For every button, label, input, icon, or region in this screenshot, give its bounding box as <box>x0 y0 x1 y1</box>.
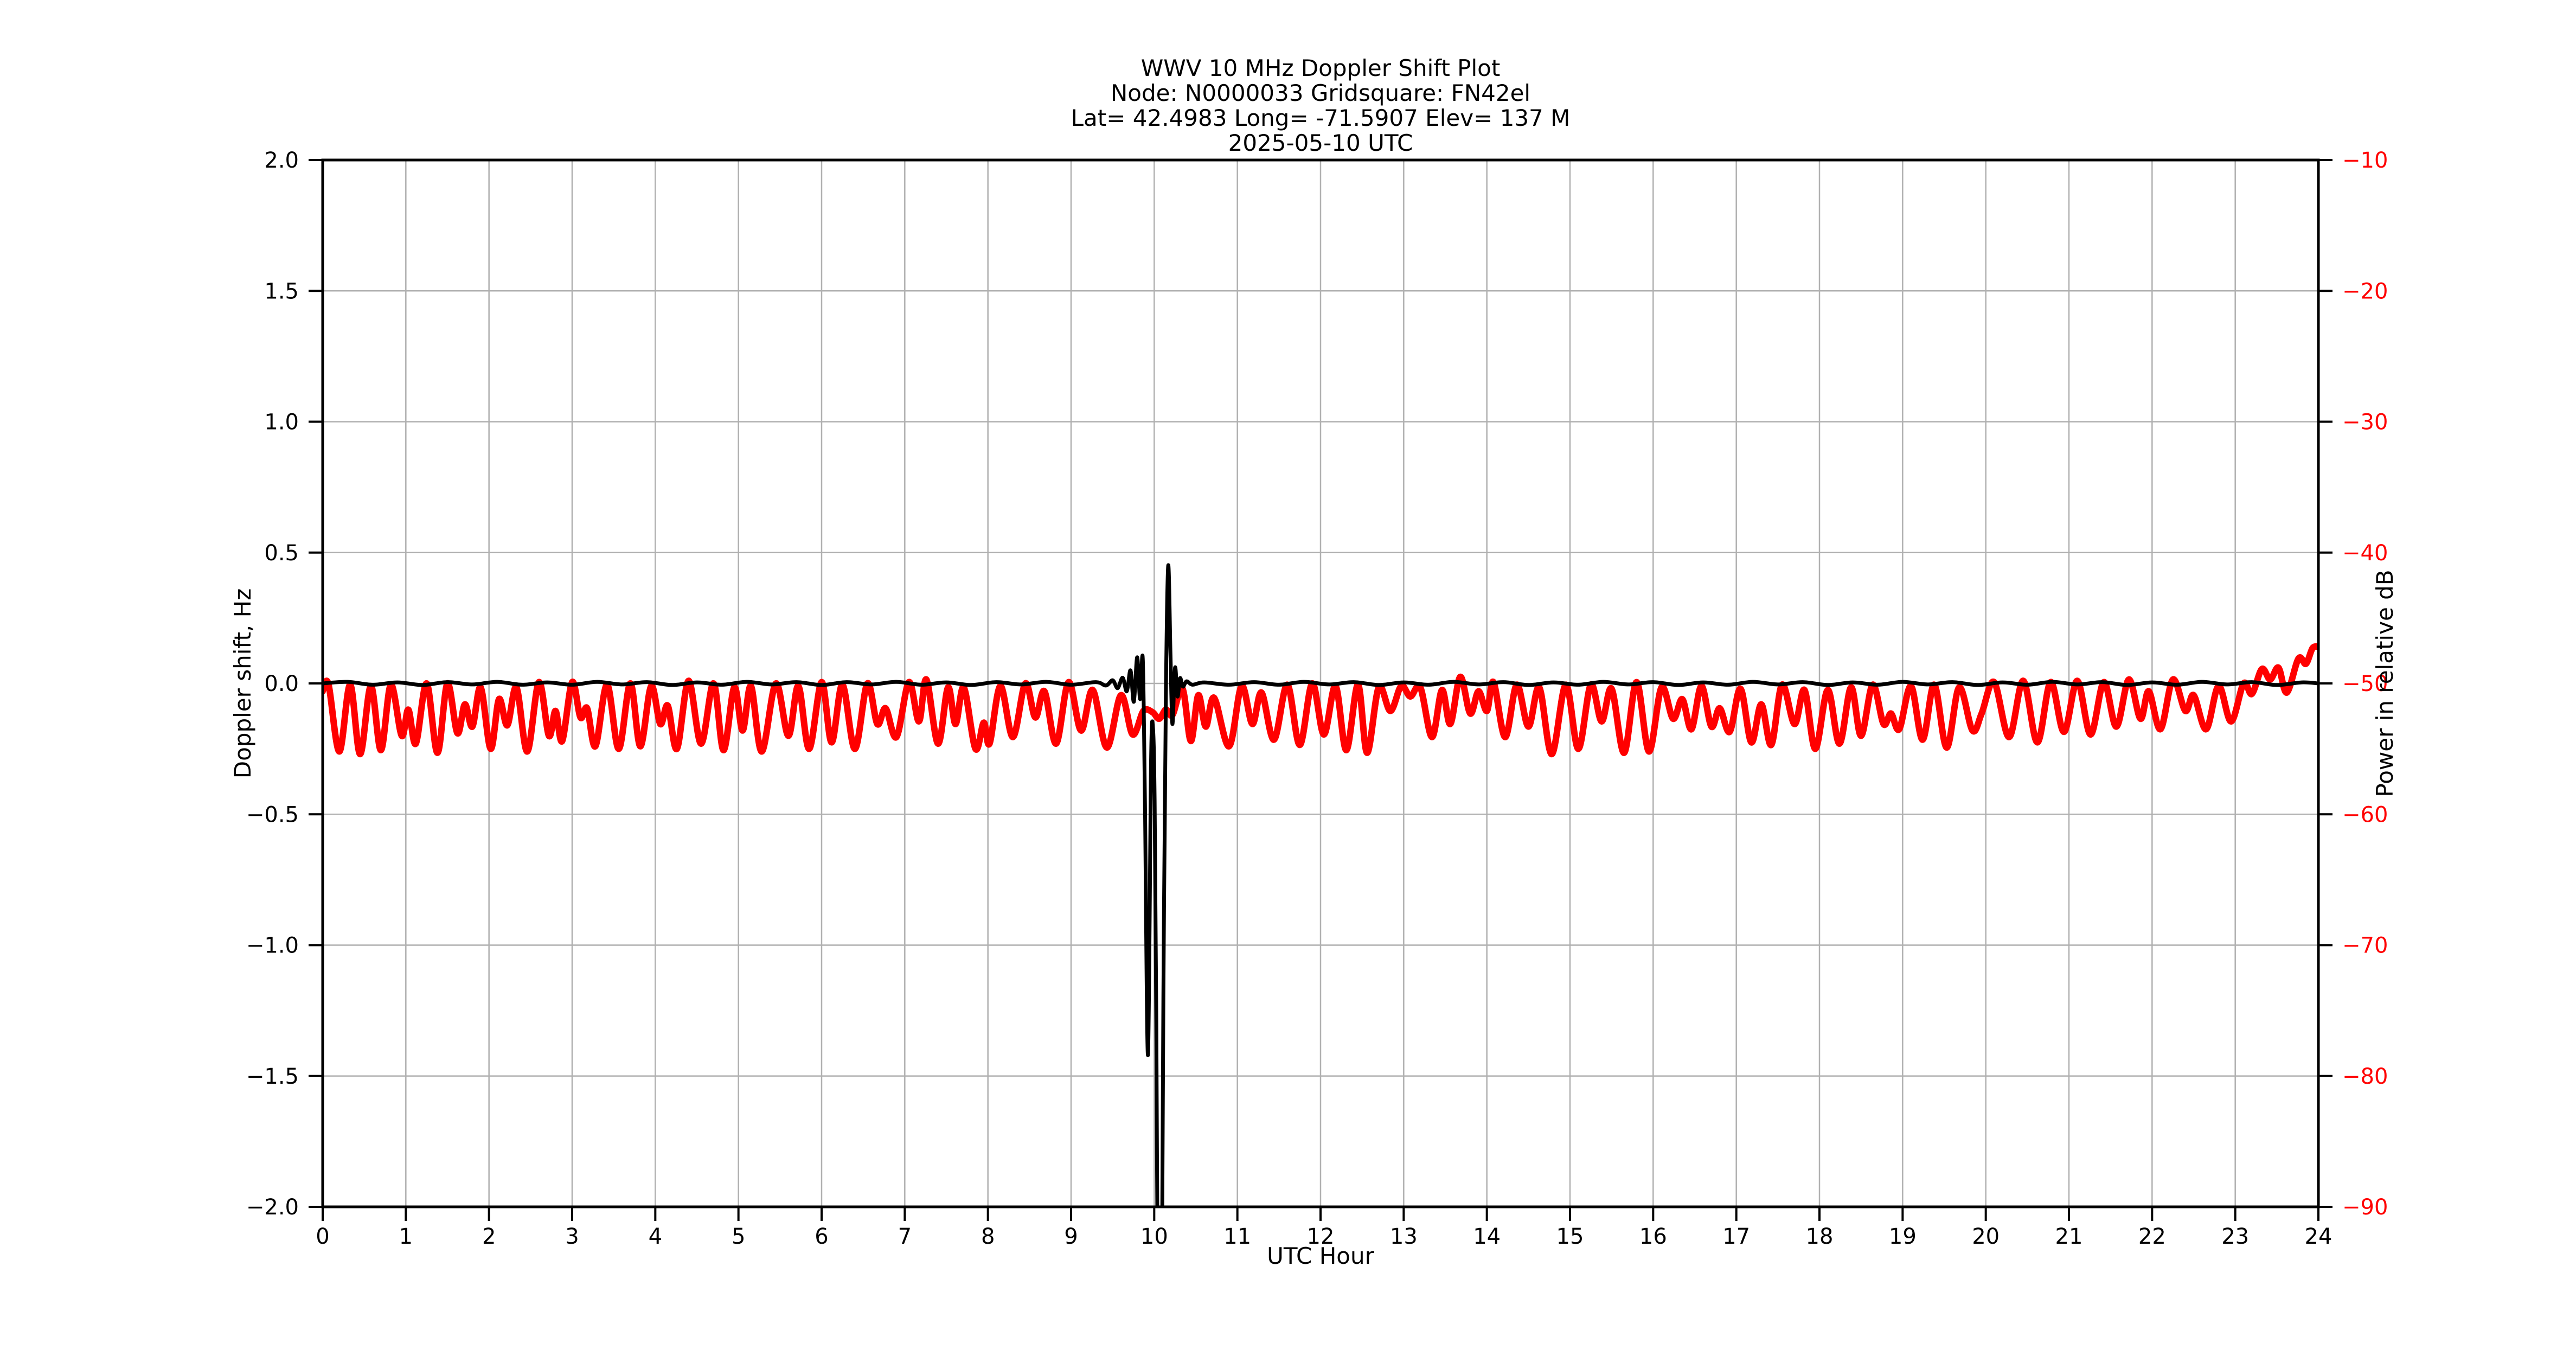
right-tick-label: −20 <box>2342 279 2388 304</box>
left-tick-label: −1.5 <box>246 1064 299 1089</box>
x-tick-label: 19 <box>1889 1224 1917 1249</box>
x-axis-label: UTC Hour <box>1267 1243 1375 1269</box>
right-tick-label: −80 <box>2342 1064 2388 1089</box>
x-tick-label: 14 <box>1473 1224 1501 1249</box>
x-tick-label: 18 <box>1806 1224 1834 1249</box>
right-tick-label: −50 <box>2342 671 2388 696</box>
x-tick-label: 20 <box>1972 1224 2000 1249</box>
x-tick-label: 1 <box>399 1224 413 1249</box>
x-tick-label: 11 <box>1223 1224 1251 1249</box>
left-tick-labels: 2.0 1.5 1.0 0.5 0.0 −0.5 −1.0 −1.5 −2.0 <box>246 148 299 1220</box>
left-tick-label: 1.5 <box>264 279 299 304</box>
left-tick-label: −1.0 <box>246 933 299 958</box>
x-tick-label: 7 <box>898 1224 912 1249</box>
right-tick-label: −90 <box>2342 1195 2388 1220</box>
title-line-3: Lat= 42.4983 Long= -71.5907 Elev= 137 M <box>1071 105 1571 131</box>
left-axis-label: Doppler shift, Hz <box>229 589 256 779</box>
left-tick-label: −0.5 <box>246 802 299 827</box>
x-tick-label: 2 <box>482 1224 496 1249</box>
title-line-2: Node: N0000033 Gridsquare: FN42el <box>1111 80 1530 106</box>
x-tick-label: 5 <box>732 1224 745 1249</box>
power-series-line <box>323 643 2318 758</box>
x-tick-label: 17 <box>1722 1224 1750 1249</box>
x-tick-label: 23 <box>2221 1224 2249 1249</box>
left-tick-label: 1.0 <box>264 410 299 435</box>
x-tick-label: 6 <box>815 1224 828 1249</box>
left-tick-label: −2.0 <box>246 1195 299 1220</box>
left-tick-label: 0.5 <box>264 541 299 566</box>
x-tick-label: 22 <box>2138 1224 2166 1249</box>
x-tick-label: 9 <box>1064 1224 1078 1249</box>
x-tick-label: 0 <box>316 1224 329 1249</box>
right-tick-label: −40 <box>2342 541 2388 566</box>
x-tick-label: 16 <box>1639 1224 1667 1249</box>
x-tick-label: 15 <box>1556 1224 1584 1249</box>
left-tick-label: 0.0 <box>264 671 299 696</box>
doppler-series-line <box>323 563 2318 1207</box>
right-axis-label: Power in relative dB <box>2372 570 2398 797</box>
tick-marks <box>309 159 2333 1221</box>
title-line-4: 2025-05-10 UTC <box>1228 130 1413 156</box>
x-tick-label: 4 <box>649 1224 662 1249</box>
x-tick-label: 24 <box>2305 1224 2333 1249</box>
title-line-1: WWV 10 MHz Doppler Shift Plot <box>1141 55 1501 81</box>
left-tick-label: 2.0 <box>264 148 299 173</box>
right-tick-label: −70 <box>2342 933 2388 958</box>
x-tick-label: 3 <box>565 1224 579 1249</box>
x-tick-label: 21 <box>2055 1224 2083 1249</box>
x-tick-label: 12 <box>1307 1224 1335 1249</box>
right-tick-label: −60 <box>2342 802 2388 827</box>
x-tick-label: 13 <box>1390 1224 1418 1249</box>
right-tick-label: −10 <box>2342 148 2388 173</box>
x-tick-labels: 0 1 2 3 4 5 6 7 8 9 10 11 12 13 14 15 16 17 18 19 20 21 22 23 24 <box>316 1224 2332 1249</box>
right-tick-label: −30 <box>2342 410 2388 435</box>
x-tick-label: 8 <box>981 1224 995 1249</box>
data-series-layer <box>323 563 2318 1207</box>
right-tick-labels: −10 −20 −30 −40 −50 −60 −70 −80 −90 <box>2342 148 2388 1220</box>
x-tick-label: 10 <box>1140 1224 1168 1249</box>
